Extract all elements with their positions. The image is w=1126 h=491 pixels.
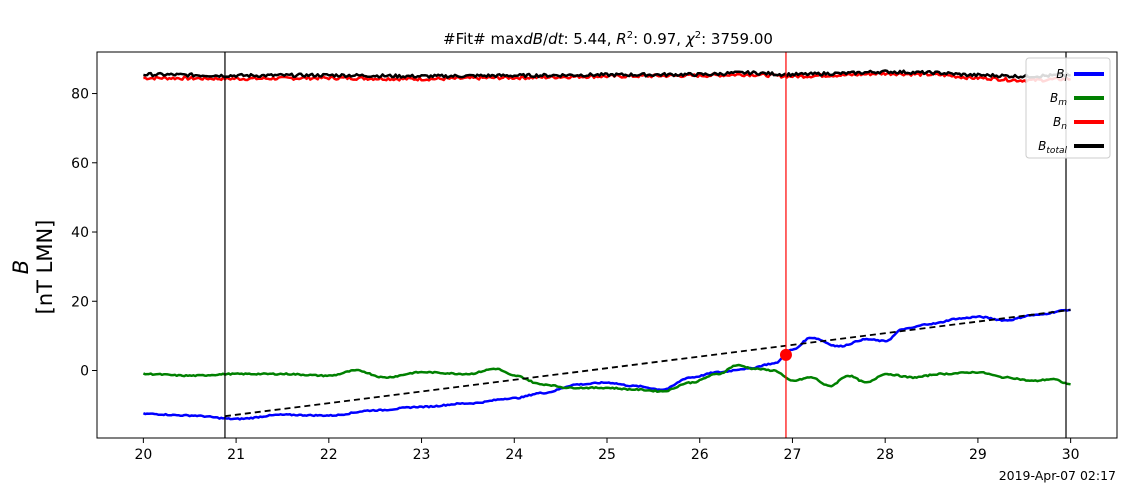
series-line-n [143,71,1071,84]
x-tick-label: 29 [969,447,987,463]
title-part-dbdt: dB [523,30,543,48]
legend-label-sub: m [1058,98,1067,108]
legend-label-l: Bl [1056,67,1067,84]
max-dbdt-marker [779,348,792,361]
title-r: R [616,30,626,48]
y-tick-label: 60 [71,156,89,172]
x-tick-label: 26 [691,447,709,463]
legend-item-m: Bm [1050,91,1104,108]
legend-label-sub: total [1046,146,1067,156]
title-part-d: : 3759.00 [701,30,773,48]
legend-label-main: B [1050,91,1058,105]
x-tick-label: 30 [1062,447,1080,463]
series-line-total [143,69,1071,79]
legend-item-l: Bl [1056,67,1104,84]
title-r-sup: 2 [627,30,633,41]
data-layer [142,52,1071,438]
legend-label-sub: l [1064,74,1067,84]
title-chi-sup: 2 [695,30,701,41]
legend-item-total: Btotal [1038,139,1104,156]
legend-item-n: Bn [1053,115,1104,132]
x-tick-label: 20 [134,447,152,463]
title-part-a: #Fit# max [443,30,523,48]
timestamp-footer: 2019-Apr-07 02:17 [999,468,1116,483]
x-tick-label: 28 [876,447,894,463]
legend-label-main: B [1056,67,1064,81]
legend-label-total: Btotal [1038,139,1067,156]
plot-frame [96,51,1118,439]
x-tick-label: 23 [413,447,431,463]
y-tick-label: 40 [71,225,89,241]
fit-line [224,309,1071,418]
x-tick-label: 22 [320,447,338,463]
y-axis-label-symbol: B [9,260,33,274]
title-part-c: : 0.97, [633,30,686,48]
title-chi: χ [685,30,696,48]
y-tick-label: 80 [71,87,89,103]
title-slash: / [543,30,549,48]
y-axis-label: B [nT LMN] [9,220,57,315]
series-line-l [142,308,1071,421]
legend-label-m: Bm [1050,91,1067,108]
y-axis-label-unit: [nT LMN] [33,220,57,315]
y-tick-label: 0 [80,363,89,379]
x-tick-label: 21 [227,447,245,463]
series-line-m [142,363,1071,393]
plot-area: 20 21 22 23 24 25 26 27 28 29 30020406080BlBmBnBto… [71,51,1118,463]
legend-label-n: Bn [1053,115,1067,132]
chart-title: #Fit# maxdB/dt: 5.44, R2: 0.97, χ2: 3759… [443,30,773,48]
legend-label-sub: n [1061,122,1067,132]
legend-label-main: B [1053,115,1061,129]
legend-label-main: B [1038,139,1046,153]
legend-box [1025,57,1111,159]
title-part-dt: dt [548,30,565,48]
x-tick-label: 27 [784,447,802,463]
y-tick-label: 20 [71,294,89,310]
x-tick-label: 25 [598,447,616,463]
title-part-b: : 5.44, [563,30,616,48]
x-tick-label: 24 [505,447,523,463]
